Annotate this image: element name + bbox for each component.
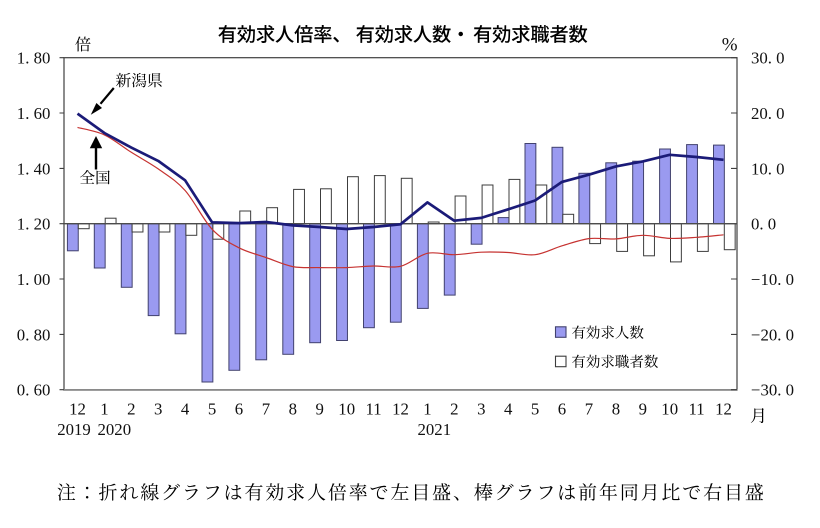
svg-text:1. 80: 1. 80 <box>17 49 51 68</box>
svg-text:1. 20: 1. 20 <box>17 215 51 234</box>
svg-text:−20. 0: −20. 0 <box>751 325 794 344</box>
svg-text:8: 8 <box>289 400 297 419</box>
svg-text:7: 7 <box>585 400 593 419</box>
svg-text:30. 0: 30. 0 <box>751 49 785 68</box>
svg-text:2: 2 <box>127 400 135 419</box>
svg-text:9: 9 <box>639 400 647 419</box>
svg-text:5: 5 <box>208 400 216 419</box>
svg-text:2: 2 <box>450 400 458 419</box>
svg-text:12: 12 <box>69 400 86 419</box>
svg-text:6: 6 <box>558 400 566 419</box>
svg-text:0. 0: 0. 0 <box>751 215 776 234</box>
svg-text:4: 4 <box>504 400 513 419</box>
svg-text:11: 11 <box>689 400 705 419</box>
svg-text:10: 10 <box>661 400 678 419</box>
svg-text:1. 60: 1. 60 <box>17 104 51 123</box>
svg-text:8: 8 <box>612 400 620 419</box>
svg-text:10: 10 <box>338 400 355 419</box>
svg-text:2019: 2019 <box>57 420 91 439</box>
svg-text:9: 9 <box>316 400 324 419</box>
svg-text:0. 60: 0. 60 <box>17 381 51 400</box>
svg-text:1. 00: 1. 00 <box>17 270 51 289</box>
svg-text:5: 5 <box>531 400 539 419</box>
svg-text:3: 3 <box>477 400 485 419</box>
svg-text:20. 0: 20. 0 <box>751 104 785 123</box>
svg-text:1: 1 <box>100 400 108 419</box>
svg-text:2021: 2021 <box>418 420 452 439</box>
svg-text:%: % <box>722 35 738 56</box>
svg-text:4: 4 <box>181 400 190 419</box>
svg-text:2020: 2020 <box>98 420 132 439</box>
svg-text:12: 12 <box>715 400 732 419</box>
svg-text:−10. 0: −10. 0 <box>751 270 794 289</box>
svg-text:10. 0: 10. 0 <box>751 159 785 178</box>
svg-text:1. 40: 1. 40 <box>17 159 51 178</box>
svg-text:12: 12 <box>392 400 409 419</box>
svg-text:11: 11 <box>366 400 382 419</box>
svg-text:−30. 0: −30. 0 <box>751 381 794 400</box>
svg-text:0. 80: 0. 80 <box>17 325 51 344</box>
svg-text:7: 7 <box>262 400 270 419</box>
svg-text:3: 3 <box>154 400 162 419</box>
svg-text:6: 6 <box>235 400 243 419</box>
svg-text:1: 1 <box>423 400 431 419</box>
